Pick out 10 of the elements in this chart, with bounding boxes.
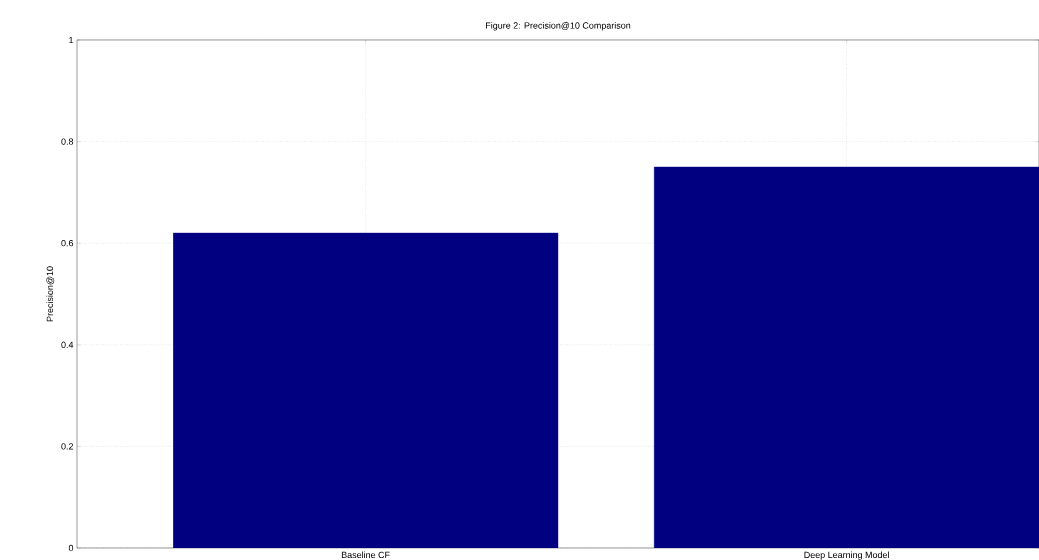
y-axis-title: Precision@10 [46, 266, 55, 322]
y-tick-label: 0.8 [61, 138, 74, 145]
y-tick-label: 0 [68, 544, 74, 552]
x-tick-label: Baseline CF [341, 551, 390, 559]
y-tick-label: 0.4 [61, 341, 74, 348]
x-tick-label: Deep Learning Model [804, 551, 889, 560]
y-tick-label: 0.2 [61, 443, 74, 450]
y-tick-label: 0.6 [61, 240, 74, 247]
y-tick-label: 1 [69, 36, 74, 44]
chart-title: Figure 2: Precision@10 Comparison [486, 22, 631, 31]
